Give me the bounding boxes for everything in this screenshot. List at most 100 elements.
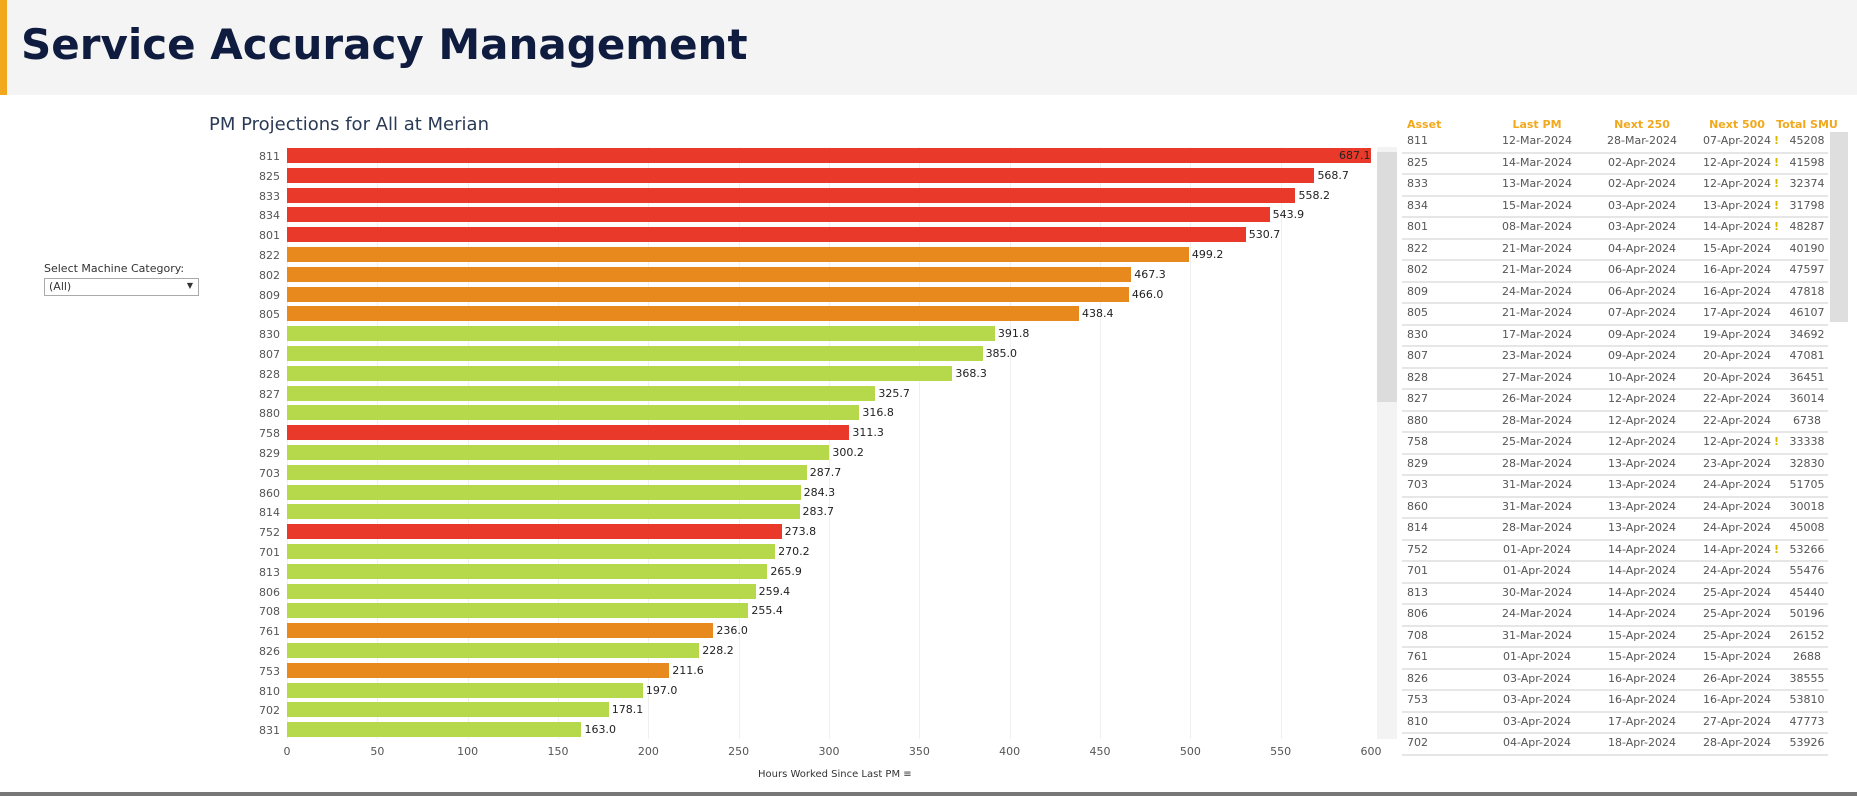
bar-value-label: 466.0: [1131, 287, 1164, 301]
col-last-pm[interactable]: Last PM: [1512, 118, 1562, 131]
cell-asset: 802: [1407, 263, 1428, 276]
bar-value-label: 558.2: [1298, 188, 1330, 202]
table-row[interactable]: 761 01-Apr-2024 15-Apr-2024 15-Apr-2024 2688: [1402, 648, 1828, 670]
bar-807[interactable]: [287, 346, 983, 361]
bar-880[interactable]: [287, 405, 860, 421]
table-scrollbar[interactable]: [1830, 132, 1848, 322]
bar-813[interactable]: [287, 563, 768, 579]
bar-805[interactable]: [287, 306, 1080, 322]
cell-last: 21-Mar-2024: [1502, 263, 1572, 276]
cell-smu: 45008: [1789, 521, 1825, 534]
category-label: 811: [259, 150, 280, 163]
cell-n500: 20-Apr-2024: [1702, 370, 1771, 384]
table-row[interactable]: 829 28-Mar-2024 13-Apr-2024 23-Apr-2024 3283…: [1402, 455, 1828, 476]
table-row[interactable]: 813 30-Mar-2024 14-Apr-2024 25-Apr-2024 4544…: [1402, 584, 1828, 605]
cell-last: 03-Apr-2024: [1502, 693, 1571, 706]
bar-801[interactable]: [287, 227, 1246, 243]
machine-category-dropdown[interactable]: (All) ▼: [44, 278, 199, 296]
cell-asset: 810: [1407, 714, 1428, 728]
table-row[interactable]: 809 24-Mar-2024 06-Apr-2024 16-Apr-2024 4781…: [1402, 283, 1828, 304]
cell-last: 03-Apr-2024: [1502, 671, 1571, 685]
chart-scrollbar[interactable]: [1377, 147, 1397, 739]
table-row[interactable]: 880 28-Mar-2024 12-Apr-2024 22-Apr-2024 6738: [1402, 412, 1828, 433]
cell-n250: 12-Apr-2024: [1607, 435, 1676, 448]
bar-814[interactable]: [287, 504, 800, 520]
bar-825[interactable]: [287, 167, 1315, 183]
bar-831[interactable]: [287, 722, 582, 738]
bar-802[interactable]: [287, 266, 1132, 282]
table-row[interactable]: 827 26-Mar-2024 12-Apr-2024 22-Apr-2024 3601…: [1402, 390, 1828, 412]
bar-829[interactable]: [287, 445, 830, 460]
bar-810[interactable]: [287, 682, 643, 698]
category-label: 826: [259, 645, 280, 658]
table-row[interactable]: 802 21-Mar-2024 06-Apr-2024 16-Apr-2024 4759…: [1402, 261, 1828, 283]
cell-n250: 12-Apr-2024: [1607, 413, 1676, 427]
table-row[interactable]: 814 28-Mar-2024 13-Apr-2024 24-Apr-2024 4500…: [1402, 519, 1828, 541]
table-row[interactable]: 834 15-Mar-2024 03-Apr-2024 13-Apr-2024 3179…: [1402, 197, 1828, 218]
bar-833[interactable]: [287, 187, 1296, 203]
bar-708[interactable]: [287, 603, 749, 619]
table-row[interactable]: 828 27-Mar-2024 10-Apr-2024 20-Apr-2024 3645…: [1402, 369, 1828, 390]
bar-value-label: 259.4: [758, 584, 791, 598]
scrollbar-thumb[interactable]: [1377, 152, 1397, 402]
bar-860[interactable]: [287, 484, 801, 500]
table-row[interactable]: 703 31-Mar-2024 13-Apr-2024 24-Apr-2024 5170…: [1402, 476, 1828, 498]
bar-826[interactable]: [287, 643, 700, 658]
table-row[interactable]: 810 03-Apr-2024 17-Apr-2024 27-Apr-2024 4777…: [1402, 713, 1828, 734]
table-row[interactable]: 805 21-Mar-2024 07-Apr-2024 17-Apr-2024 4610…: [1402, 304, 1828, 326]
bar-806[interactable]: [287, 583, 756, 599]
exclamation-icon: !: [1774, 542, 1780, 556]
bar-701[interactable]: [287, 544, 776, 559]
col-next-500[interactable]: Next 500: [1709, 118, 1765, 131]
col-total-smu[interactable]: Total SMU: [1776, 118, 1838, 131]
table-row[interactable]: 758 25-Mar-2024 12-Apr-2024 12-Apr-2024 3333…: [1402, 433, 1828, 455]
cell-asset: 880: [1407, 413, 1428, 427]
table-row[interactable]: 801 08-Mar-2024 03-Apr-2024 14-Apr-2024 4828…: [1402, 218, 1828, 240]
table-row[interactable]: 752 01-Apr-2024 14-Apr-2024 14-Apr-2024 5326…: [1402, 541, 1828, 562]
table-row[interactable]: 701 01-Apr-2024 14-Apr-2024 24-Apr-2024 5547…: [1402, 562, 1828, 584]
col-asset[interactable]: Asset: [1407, 118, 1442, 131]
bar-value-label: 178.1: [611, 703, 644, 717]
table-row[interactable]: 806 24-Mar-2024 14-Apr-2024 25-Apr-2024 5019…: [1402, 605, 1828, 627]
bar-830[interactable]: [287, 326, 995, 342]
sort-icon[interactable]: ≡: [903, 769, 912, 780]
bar-811[interactable]: [287, 148, 1371, 163]
table-row[interactable]: 822 21-Mar-2024 04-Apr-2024 15-Apr-2024 4019…: [1402, 240, 1828, 261]
table-row[interactable]: 807 23-Mar-2024 09-Apr-2024 20-Apr-2024 4708…: [1402, 347, 1828, 369]
x-tick-label: 150: [547, 745, 569, 758]
cell-asset: 752: [1407, 542, 1428, 556]
table-row[interactable]: 826 03-Apr-2024 16-Apr-2024 26-Apr-2024 3855…: [1402, 670, 1828, 691]
gridline: [1009, 147, 1011, 739]
table-row[interactable]: 830 17-Mar-2024 09-Apr-2024 19-Apr-2024 3469…: [1402, 326, 1828, 347]
table-row[interactable]: 753 03-Apr-2024 16-Apr-2024 16-Apr-2024 5381…: [1402, 691, 1828, 713]
cell-smu: 30018: [1789, 499, 1825, 513]
bar-827[interactable]: [287, 385, 876, 401]
gridline: [287, 147, 288, 739]
bar-828[interactable]: [287, 365, 953, 381]
bar-834[interactable]: [287, 207, 1270, 223]
bar-809[interactable]: [287, 286, 1129, 302]
table-row[interactable]: 811 12-Mar-2024 28-Mar-2024 07-Apr-2024 4520…: [1402, 132, 1828, 154]
bar-752[interactable]: [287, 524, 782, 540]
cell-n250: 15-Apr-2024: [1607, 650, 1676, 663]
bar-value-label: 311.3: [852, 426, 884, 440]
bar-703[interactable]: [287, 464, 807, 480]
bar-702[interactable]: [287, 702, 609, 718]
col-next-250[interactable]: Next 250: [1614, 118, 1670, 131]
bar-value-label: 568.7: [1317, 168, 1349, 182]
table-row[interactable]: 708 31-Mar-2024 15-Apr-2024 25-Apr-2024 2615…: [1402, 627, 1828, 648]
bar-753[interactable]: [287, 662, 670, 678]
table-row[interactable]: 833 13-Mar-2024 02-Apr-2024 12-Apr-2024 3237…: [1402, 175, 1828, 197]
cell-n250: 09-Apr-2024: [1607, 349, 1676, 362]
cell-asset: 828: [1407, 370, 1428, 384]
table-row[interactable]: 860 31-Mar-2024 13-Apr-2024 24-Apr-2024 3001…: [1402, 498, 1828, 519]
bar-761[interactable]: [287, 623, 714, 639]
bar-822[interactable]: [287, 247, 1189, 262]
table-row[interactable]: 825 14-Mar-2024 02-Apr-2024 12-Apr-2024 4159…: [1402, 154, 1828, 175]
table-row[interactable]: 702 04-Apr-2024 18-Apr-2024 28-Apr-2024 5392…: [1402, 734, 1828, 756]
bar-758[interactable]: [287, 425, 850, 441]
cell-asset: 702: [1407, 736, 1428, 749]
bar-value-label: 163.0: [584, 723, 616, 737]
bar-value-label: 211.6: [672, 663, 704, 677]
category-label: 806: [259, 585, 280, 599]
